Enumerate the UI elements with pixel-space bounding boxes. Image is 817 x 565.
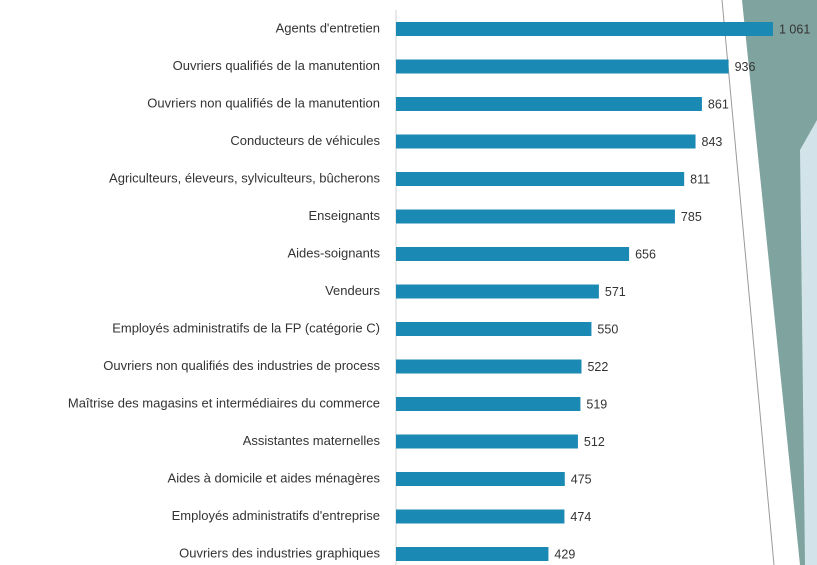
category-label: Ouvriers des industries graphiques bbox=[179, 545, 380, 560]
category-label: Assistantes maternelles bbox=[243, 433, 381, 448]
value-label: 1 061 bbox=[779, 22, 810, 36]
bar bbox=[396, 322, 592, 336]
bar bbox=[396, 359, 582, 374]
category-label: Ouvriers non qualifiés des industries de… bbox=[103, 358, 380, 373]
category-label: Agriculteurs, éleveurs, sylviculteurs, b… bbox=[109, 170, 380, 185]
bar bbox=[396, 397, 581, 411]
value-label: 785 bbox=[681, 210, 702, 224]
bar bbox=[396, 97, 702, 111]
bar bbox=[396, 284, 599, 299]
value-label: 429 bbox=[554, 547, 575, 561]
value-label: 656 bbox=[635, 247, 656, 261]
bar bbox=[396, 209, 675, 224]
bar bbox=[396, 472, 565, 486]
category-label: Agents d'entretien bbox=[276, 20, 380, 35]
value-label: 519 bbox=[586, 397, 607, 411]
value-label: 843 bbox=[702, 135, 723, 149]
value-label: 550 bbox=[597, 322, 618, 336]
value-label: 475 bbox=[571, 472, 592, 486]
category-label: Aides-soignants bbox=[288, 245, 381, 260]
value-label: 811 bbox=[690, 172, 710, 186]
category-label: Maîtrise des magasins et intermédiaires … bbox=[68, 395, 380, 410]
decoration bbox=[721, 0, 775, 565]
value-label: 571 bbox=[605, 285, 626, 299]
decoration bbox=[800, 120, 817, 565]
category-label: Conducteurs de véhicules bbox=[230, 133, 380, 148]
value-label: 861 bbox=[708, 97, 729, 111]
bar bbox=[396, 22, 773, 36]
value-label: 512 bbox=[584, 435, 605, 449]
bar bbox=[396, 134, 696, 149]
category-label: Employés administratifs d'entreprise bbox=[172, 508, 380, 523]
bar bbox=[396, 172, 685, 186]
value-label: 474 bbox=[570, 510, 591, 524]
bar bbox=[396, 59, 729, 74]
value-label: 936 bbox=[735, 60, 756, 74]
bar bbox=[396, 434, 578, 449]
category-label: Aides à domicile et aides ménagères bbox=[168, 470, 381, 485]
bar bbox=[396, 547, 549, 561]
category-label: Vendeurs bbox=[325, 283, 380, 298]
bar bbox=[396, 509, 565, 524]
category-label: Employés administratifs de la FP (catégo… bbox=[112, 320, 380, 335]
bar bbox=[396, 247, 630, 261]
category-label: Ouvriers qualifiés de la manutention bbox=[173, 58, 380, 73]
value-label: 522 bbox=[587, 360, 608, 374]
decoration bbox=[742, 0, 817, 565]
category-label: Enseignants bbox=[308, 208, 380, 223]
category-label: Ouvriers non qualifiés de la manutention bbox=[147, 95, 380, 110]
